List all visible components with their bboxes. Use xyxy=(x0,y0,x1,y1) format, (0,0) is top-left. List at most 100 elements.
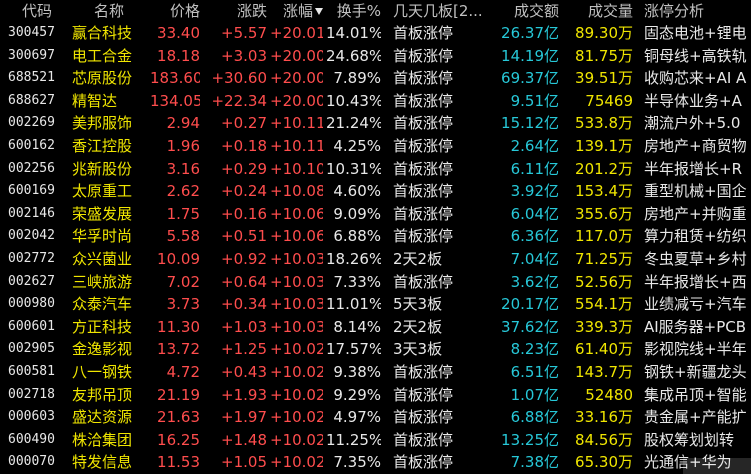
table-row[interactable]: 600169 太原重工 2.62 +0.24+10.08% 4.60% 首板涨停 3.92亿… xyxy=(0,180,751,203)
cell-amount: 2.64亿 xyxy=(510,137,559,155)
cell-change-pct: +20.00% xyxy=(270,46,323,65)
table-row[interactable]: 300457 赢合科技 33.40 +5.57+20.01%14.01% 首板涨停 26.… xyxy=(0,22,751,45)
cell-name: 芯原股份 xyxy=(72,69,133,88)
table-row[interactable]: 688627 精智达 134.05 +22.34+20.00%10.43% 首板涨停 9.… xyxy=(0,90,751,113)
cell-amount: 13.25亿 xyxy=(501,430,559,449)
cell-volume: 39.51万 xyxy=(575,69,633,88)
cell-code: 600162 xyxy=(8,138,55,153)
header-price[interactable]: 价格 xyxy=(169,2,200,20)
cell-change: +0.16 xyxy=(221,204,267,223)
cell-name: 众兴菌业 xyxy=(72,250,133,268)
cell-amount: 6.36亿 xyxy=(510,227,559,246)
cell-price: 3.73 xyxy=(166,295,200,314)
table-row[interactable]: 688521 芯原股份 183.60 +30.60+20.00% 7.89% 首板涨停 69… xyxy=(0,67,751,90)
cell-days-boards: 首板涨停 xyxy=(393,204,454,223)
cell-volume: 61.40万 xyxy=(575,340,633,359)
header-change-pct-label: 涨幅 xyxy=(282,2,313,20)
cell-turnover: 11.01% xyxy=(326,295,381,314)
header-code[interactable]: 代码 xyxy=(22,2,53,20)
cell-amount: 3.92亿 xyxy=(510,182,559,201)
cell-days-boards: 首板涨停 xyxy=(393,385,454,404)
table-row[interactable]: 002627 三峡旅游 7.02 +0.64+10.03% 7.33% 首板涨停 3.62亿… xyxy=(0,271,751,294)
cell-price: 4.72 xyxy=(166,363,200,381)
cell-analysis: 铜母线+高铁轨 xyxy=(644,46,747,65)
cell-days-boards: 首板涨停 xyxy=(393,137,454,155)
header-amount[interactable]: 成交额 xyxy=(513,2,559,20)
table-row[interactable]: 300697 电工合金 18.18 +3.03+20.00%24.68% 首板涨停 14.… xyxy=(0,45,751,68)
cell-price: 13.72 xyxy=(157,340,200,359)
header-analysis[interactable]: 涨停分析 xyxy=(644,2,705,20)
cell-amount: 20.17亿 xyxy=(501,295,559,314)
cell-price: 7.02 xyxy=(166,272,200,291)
cell-analysis: 钢铁+新疆龙头 xyxy=(644,363,747,381)
cell-days-boards: 首板涨停 xyxy=(393,159,454,178)
cell-change-pct: +20.00% xyxy=(270,91,323,110)
cell-amount: 14.19亿 xyxy=(501,46,559,65)
table-row[interactable]: 002718 友邦吊顶 21.19 +1.93+10.02% 9.29% 首板涨停 1.07… xyxy=(0,384,751,407)
cell-analysis: 房地产+并购重 xyxy=(644,204,747,223)
table-row[interactable]: 000070 特发信息 11.53 +1.05+10.02% 7.35% 首板涨停 7.38… xyxy=(0,451,751,474)
cell-code: 000603 xyxy=(8,409,55,425)
header-change-pct[interactable]: 涨幅 xyxy=(270,0,323,22)
cell-days-boards: 首板涨停 xyxy=(393,272,454,291)
cell-volume: 355.6万 xyxy=(575,204,633,223)
cell-name: 八一钢铁 xyxy=(72,363,133,381)
header-name[interactable]: 名称 xyxy=(94,2,125,20)
cell-change-pct: +10.02% xyxy=(270,430,323,449)
table-row[interactable]: 000603 盛达资源 21.63 +1.97+10.02% 4.97% 首板涨停 6.88… xyxy=(0,406,751,429)
cell-code: 002627 xyxy=(8,273,55,289)
header-days-boards[interactable]: 几天几板[2... xyxy=(393,2,483,20)
cell-analysis: 冬虫夏草+乡村 xyxy=(644,250,747,268)
cell-volume: 71.25万 xyxy=(575,250,633,268)
cell-change-pct: +10.02% xyxy=(270,453,323,472)
cell-name: 盛达资源 xyxy=(72,408,133,427)
table-row[interactable]: 002772 众兴菌业 10.09 +0.92+10.03%18.26% 2天2板 7.0… xyxy=(0,248,751,271)
table-row[interactable]: 000980 众泰汽车 3.73 +0.34+10.03%11.01% 5天3板 20.1… xyxy=(0,293,751,316)
cell-code: 300697 xyxy=(8,47,55,63)
cell-name: 美邦服饰 xyxy=(72,114,133,133)
cell-change: +1.05 xyxy=(221,453,267,472)
table-row[interactable]: 002269 美邦服饰 2.94 +0.27+10.11%21.24% 首板涨停 15.1… xyxy=(0,112,751,135)
cell-volume: 81.75万 xyxy=(575,46,633,65)
cell-amount: 7.38亿 xyxy=(510,453,559,472)
cell-price: 2.62 xyxy=(166,182,200,201)
cell-analysis: 半导体业务+A xyxy=(644,91,742,110)
table-row[interactable]: 600162 香江控股 1.96 +0.18+10.11% 4.25% 首板涨停 2.64亿… xyxy=(0,135,751,158)
cell-volume: 554.1万 xyxy=(575,295,633,314)
cell-price: 11.30 xyxy=(157,317,200,336)
table-row[interactable]: 002905 金逸影视 13.72 +1.25+10.02%17.57% 3天3板 8.2… xyxy=(0,338,751,361)
table-row[interactable]: 002042 华孚时尚 5.58 +0.51+10.06% 6.88% 首板涨停 6.36亿… xyxy=(0,225,751,248)
cell-change-pct: +10.08% xyxy=(270,182,323,201)
table-row[interactable]: 600581 八一钢铁 4.72 +0.43+10.02% 9.38% 首板涨停 6.51亿… xyxy=(0,361,751,384)
cell-code: 002146 xyxy=(8,205,55,221)
cell-amount: 37.62亿 xyxy=(501,317,559,336)
header-volume[interactable]: 成交量 xyxy=(587,2,633,20)
cell-price: 10.09 xyxy=(157,250,200,268)
cell-change: +0.43 xyxy=(221,363,267,381)
cell-name: 特发信息 xyxy=(72,453,133,472)
cell-name: 众泰汽车 xyxy=(72,295,133,314)
cell-volume: 143.7万 xyxy=(575,363,633,381)
table-row[interactable]: 600601 方正科技 11.30 +1.03+10.03% 8.14% 2天2板 37.6… xyxy=(0,316,751,339)
cell-turnover: 6.88% xyxy=(333,227,381,246)
header-turnover[interactable]: 换手% xyxy=(336,2,381,20)
cell-price: 1.96 xyxy=(166,137,200,155)
table-row[interactable]: 002256 兆新股份 3.16 +0.29+10.10%10.31% 首板涨停 6.11… xyxy=(0,158,751,181)
cell-volume: 52480 xyxy=(585,385,633,404)
cell-amount: 6.04亿 xyxy=(510,204,559,223)
cell-turnover: 17.57% xyxy=(326,340,381,359)
table-row[interactable]: 600490 株洽集团 16.25 +1.48+10.02%11.25% 首板涨停 13.… xyxy=(0,429,751,452)
cell-name: 电工合金 xyxy=(72,46,133,65)
cell-turnover: 9.09% xyxy=(333,204,381,223)
cell-amount: 9.51亿 xyxy=(510,91,559,110)
cell-name: 三峡旅游 xyxy=(72,272,133,291)
cell-volume: 52.56万 xyxy=(575,272,633,291)
cell-price: 3.16 xyxy=(166,159,200,178)
cell-price: 134.05 xyxy=(150,91,200,110)
cell-days-boards: 3天3板 xyxy=(393,340,443,359)
table-row[interactable]: 002146 荣盛发展 1.75 +0.16+10.06% 9.09% 首板涨停 6.04亿… xyxy=(0,203,751,226)
cell-days-boards: 2天2板 xyxy=(393,317,443,336)
header-change[interactable]: 涨跌 xyxy=(236,2,267,20)
cell-name: 华孚时尚 xyxy=(72,227,133,246)
